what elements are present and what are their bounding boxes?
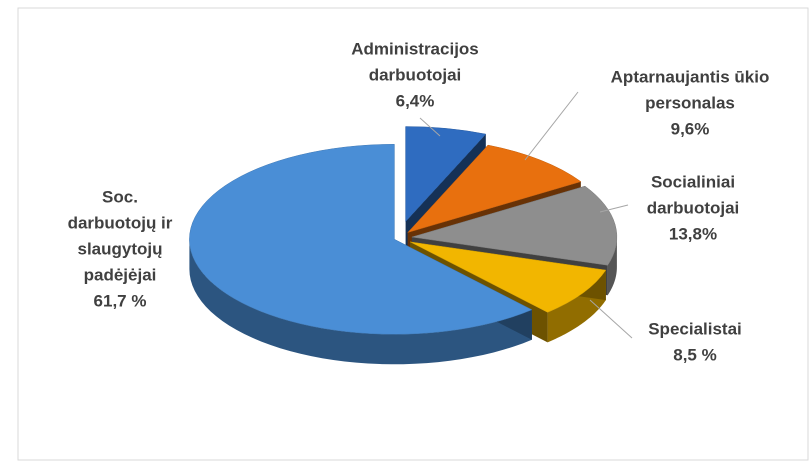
value-label: 8,5 % xyxy=(673,345,716,364)
category-label: padėjėjai xyxy=(84,265,157,284)
value-label: 13,8% xyxy=(669,224,717,243)
category-label: darbuotojai xyxy=(369,65,462,84)
value-label: 6,4% xyxy=(396,91,435,110)
category-label: darbuotojai xyxy=(647,198,740,217)
leader-line xyxy=(589,299,633,339)
leader-line xyxy=(419,117,441,137)
slice xyxy=(406,144,582,234)
category-label: Soc. xyxy=(102,187,138,206)
slice xyxy=(405,126,487,223)
category-label: Aptarnaujantis ūkio xyxy=(611,67,770,86)
category-label: darbuotojų ir xyxy=(68,213,173,232)
labels: Administracijos darbuotojai 6,4% Aptarnauja… xyxy=(68,39,770,364)
pie-tops xyxy=(189,126,618,335)
category-label: Socialiniai xyxy=(651,172,735,191)
leader-line xyxy=(599,204,629,213)
category-label: Specialistai xyxy=(648,319,742,338)
slice xyxy=(189,144,533,335)
slice xyxy=(409,241,607,313)
value-label: 61,7 % xyxy=(94,291,147,310)
category-label: personalas xyxy=(645,93,735,112)
value-label: 9,6% xyxy=(671,119,710,138)
leader-line xyxy=(524,91,579,161)
slice xyxy=(411,185,618,266)
slice-side xyxy=(189,239,532,365)
category-label: slaugytojų xyxy=(77,239,162,258)
category-label: Administracijos xyxy=(351,39,479,58)
